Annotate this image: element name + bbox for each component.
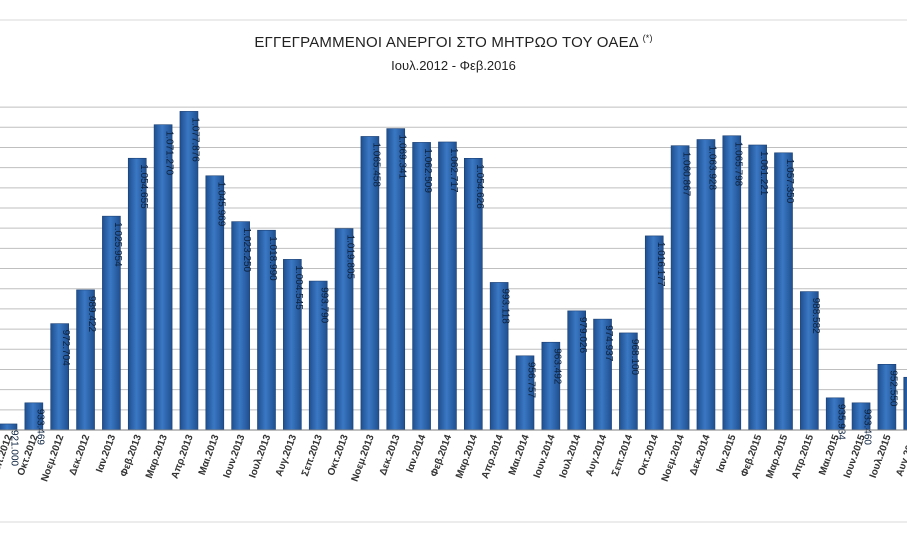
- bar-value-label: 989.422: [86, 296, 97, 333]
- bar-value-label: 1.069.341: [396, 135, 407, 180]
- x-tick-label: Μαι.2014: [507, 433, 532, 477]
- x-tick-label: Μαι.2015: [817, 433, 842, 477]
- bar-value-label: 1.065.798: [732, 142, 743, 187]
- bar-value-label: 993.118: [500, 288, 511, 324]
- x-tick-label: Μαι.2013: [197, 433, 222, 477]
- bar-value-label: 1.062.717: [448, 148, 459, 193]
- x-tick-label: Ιουν.2013: [222, 433, 248, 480]
- bar-value-label: 963.492: [551, 348, 562, 385]
- x-tick-label: Ιαν.2014: [405, 433, 429, 474]
- x-tick-label: Ιουλ.2013: [247, 433, 273, 480]
- bar-value-label: 1.057.350: [784, 159, 795, 204]
- bar-value-label: 1.019.805: [345, 235, 356, 280]
- bar-value-label: 1.063.928: [706, 146, 717, 191]
- bar-value-label: 993.790: [319, 287, 330, 324]
- bar-value-label: 1.061.221: [758, 151, 769, 196]
- x-tick-label: Δεκ.2013: [378, 433, 403, 477]
- x-tick-label: Οκτ.2013: [326, 433, 351, 477]
- bar-value-label: 921.000: [9, 430, 20, 467]
- x-tick-label: Δεκ.2014: [688, 433, 713, 477]
- bar-value-label: 1.045.969: [215, 182, 226, 227]
- bar-value-label: 968.100: [629, 339, 640, 376]
- bar-value-label: 1.077.876: [189, 117, 200, 162]
- x-tick-label: Αυγ.2013: [274, 433, 299, 478]
- bar-value-label: 1.018.990: [267, 236, 278, 281]
- bar-value-label: 1.060.867: [681, 152, 692, 197]
- bar-value-label: 1.016.177: [655, 242, 666, 287]
- x-tick-label: Σεπ.2013: [300, 433, 325, 478]
- bar-value-label: 935.934: [836, 404, 847, 441]
- x-tick-label: Απρ.2015: [790, 433, 816, 480]
- x-tick-label: Δεκ.2012: [67, 433, 92, 477]
- x-tick-label: Μαρ.2013: [144, 433, 170, 480]
- bar-value-label: 933.469: [34, 409, 45, 446]
- bar-value-label: 988.582: [810, 298, 821, 335]
- x-tick-label: Φεβ.2013: [119, 433, 145, 479]
- x-tick-label: Οκτ.2014: [636, 433, 661, 477]
- chart-title: ΕΓΓΕΓΡΑΜΜΕΝΟΙ ΑΝΕΡΓΟΙ ΣΤΟ ΜΗΤΡΩΟ ΤΟΥ ΟΑΕ…: [0, 33, 907, 51]
- x-tick-label: Νοεμ.2014: [660, 433, 687, 483]
- x-tick-label: Απρ.2014: [480, 433, 506, 480]
- bar-value-label: 1.004.545: [293, 265, 304, 310]
- bar-value-label: 972.704: [60, 330, 71, 367]
- x-tick-label: Ιαν.2015: [715, 433, 739, 474]
- x-tick-label: Σεπ.2014: [610, 433, 635, 478]
- x-tick-label: Νοεμ.2013: [350, 433, 377, 483]
- bar-value-label: 952.550: [887, 370, 898, 407]
- x-tick-label: Αυγ.2015: [894, 433, 907, 478]
- x-tick-label: Φεβ.2015: [739, 433, 765, 479]
- x-tick-label: Αυγ.2014: [584, 433, 609, 478]
- bar-value-label: 933.460: [862, 409, 873, 446]
- x-tick-label: Μαρ.2015: [764, 433, 790, 480]
- x-tick-label: Φεβ.2014: [429, 433, 455, 479]
- x-tick-label: Ιαν.2013: [94, 433, 118, 474]
- bar: [903, 376, 907, 431]
- x-tick-label: Απρ.2013: [170, 433, 196, 480]
- x-tick-label: Ιουν.2014: [532, 433, 558, 480]
- bar-value-label: 974.937: [603, 325, 614, 362]
- bar-value-label: 1.065.458: [370, 142, 381, 187]
- chart-title-text: ΕΓΓΕΓΡΑΜΜΕΝΟΙ ΑΝΕΡΓΟΙ ΣΤΟ ΜΗΤΡΩΟ ΤΟΥ ΟΑΕ…: [254, 34, 639, 51]
- x-tick-label: Ιουλ.2014: [558, 433, 584, 480]
- bar-value-label: 1.023.250: [241, 228, 252, 273]
- bar-value-label: 1.054.626: [474, 164, 485, 209]
- bars: [0, 111, 907, 431]
- bar-value-label: 1.062.509: [422, 148, 433, 193]
- bar-value-labels: 921.000 933.469 972.704 989.422 1.025.954 1.0…: [9, 117, 899, 467]
- chart-subtitle: Ιουλ.2012 - Φεβ.2016: [391, 58, 516, 73]
- bar-value-label: 956.757: [526, 362, 537, 399]
- x-tick-label: Μαρ.2014: [454, 433, 480, 480]
- bar-value-label: 1.025.954: [112, 222, 123, 267]
- bar-value-label: 1.054.655: [138, 164, 149, 209]
- chart-title-mark: (*): [642, 33, 653, 43]
- bar-value-label: 979.026: [577, 317, 588, 354]
- bar-value-label: 1.071.270: [164, 131, 175, 176]
